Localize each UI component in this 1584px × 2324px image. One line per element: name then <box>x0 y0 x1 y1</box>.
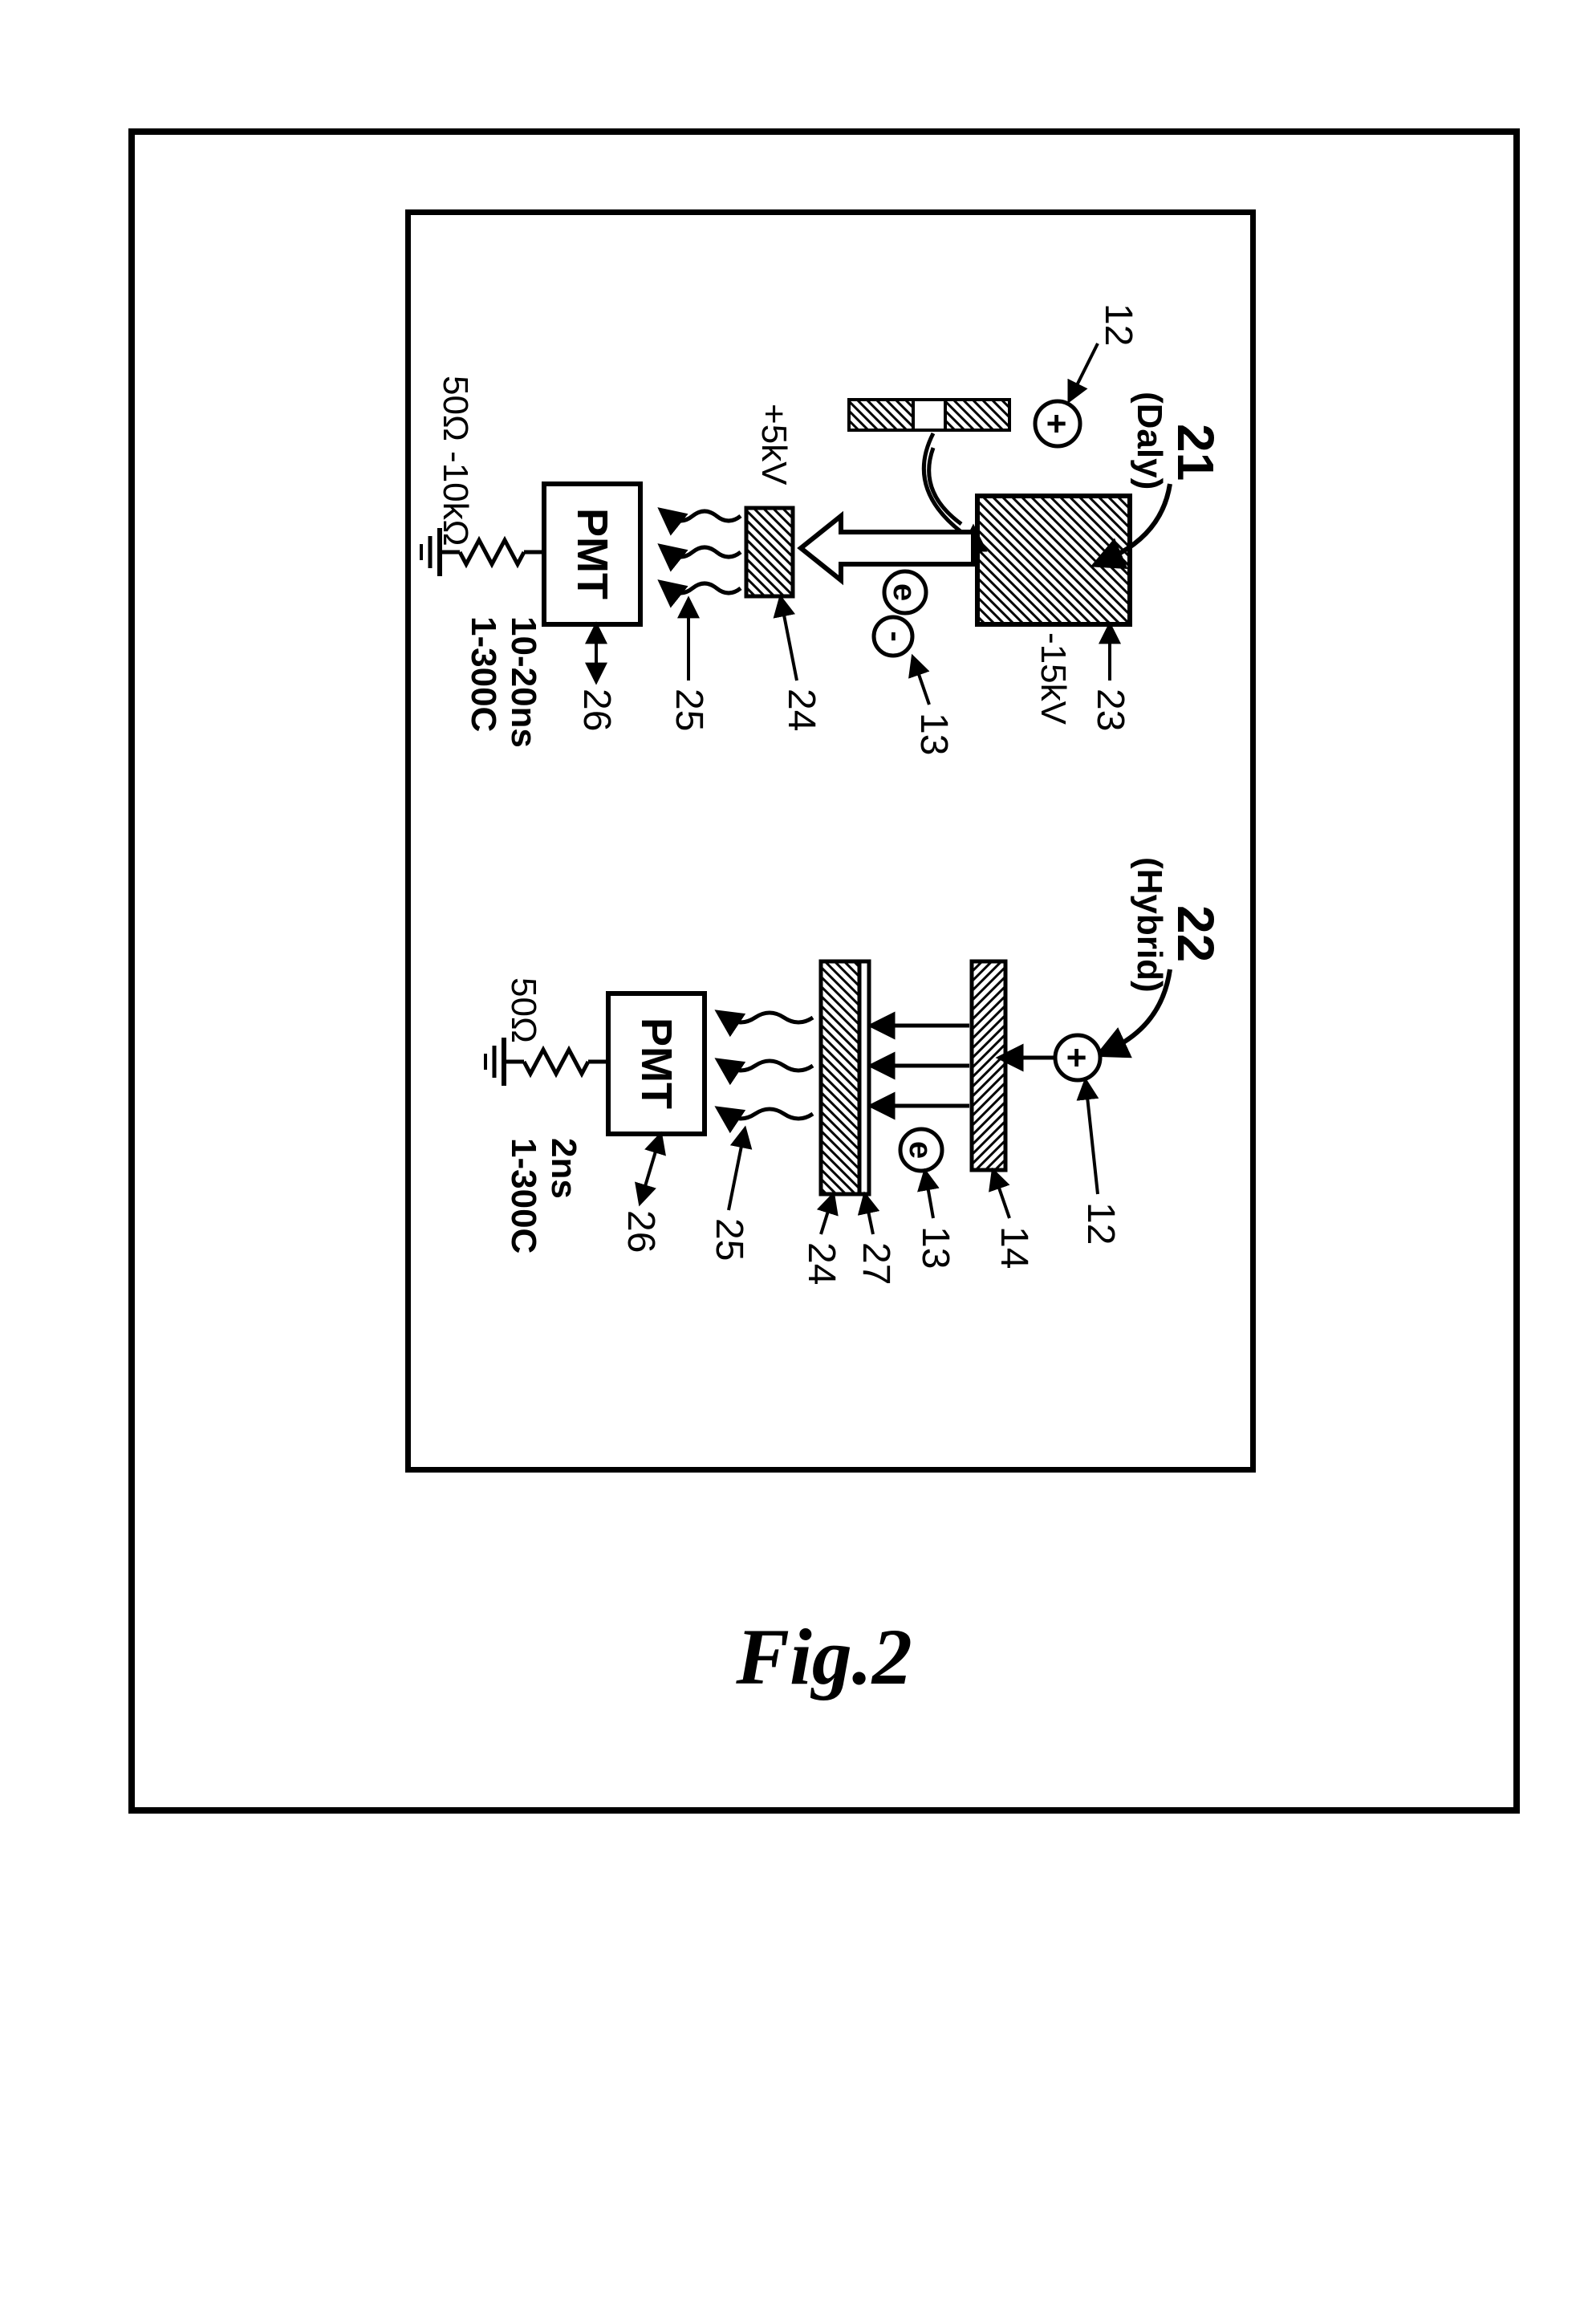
hybrid-spec1: 2ns <box>544 1138 583 1199</box>
daly-resistor-label: 50Ω -10kΩ <box>436 376 475 546</box>
daly-ion-leader <box>1070 343 1098 400</box>
figure-caption: Fig.2 <box>736 1611 912 1703</box>
hybrid-ion-leader <box>1086 1082 1098 1194</box>
hybrid-mesh-label: 27 <box>855 1242 897 1285</box>
hybrid-title-num: 22 <box>1167 905 1225 962</box>
hybrid-electron-label: 13 <box>914 1226 956 1269</box>
daly-title-sub: (Daly) <box>1130 392 1169 490</box>
hybrid-photons <box>726 1013 813 1119</box>
hybrid-electron-e: e <box>903 1141 938 1159</box>
hybrid-mcp-leader <box>993 1172 1009 1218</box>
daly-ion-path-inner <box>929 448 961 524</box>
daly-electron-arrow <box>801 516 973 580</box>
daly-aperture-bot <box>849 400 913 430</box>
daly-photon-label: 25 <box>668 689 710 731</box>
daly-dynode <box>977 496 1130 624</box>
daly-group: 21 (Daly) + 12 <box>421 303 1225 755</box>
hybrid-title-sub: (Hybrid) <box>1130 857 1169 993</box>
daly-photons <box>668 511 741 593</box>
diagram-svg: 21 (Daly) + 12 <box>400 215 1250 1478</box>
hybrid-scint-leader <box>821 1196 833 1234</box>
daly-scint-label: 24 <box>780 689 822 731</box>
daly-scint-voltage: +5kV <box>754 404 794 486</box>
hybrid-resistor-label: 50Ω <box>504 977 543 1043</box>
hybrid-electron-leader <box>925 1172 933 1218</box>
hybrid-spec2: 1-300C <box>504 1138 543 1253</box>
daly-ion-plus: + <box>1037 413 1076 434</box>
hybrid-pmt-label: 26 <box>619 1210 662 1253</box>
outer-frame: 21 (Daly) + 12 <box>128 128 1520 1814</box>
daly-pmt-label: 26 <box>575 689 618 731</box>
daly-dynode-voltage: -15kV <box>1034 632 1073 725</box>
hybrid-mesh-leader <box>865 1196 873 1234</box>
daly-pmt-text: PMT <box>568 508 616 599</box>
hybrid-pmt-text: PMT <box>632 1018 680 1109</box>
hybrid-electron-arrows <box>881 1026 969 1106</box>
daly-aperture-top <box>945 400 1009 430</box>
daly-dynode-label: 23 <box>1089 689 1131 731</box>
hybrid-group: 22 (Hybrid) + 12 14 <box>485 857 1225 1285</box>
daly-scint <box>746 508 793 596</box>
hybrid-ion-plus: + <box>1057 1047 1096 1068</box>
hybrid-mcp <box>972 961 1005 1170</box>
daly-title-num: 21 <box>1167 424 1225 481</box>
daly-electron-leader <box>913 658 929 705</box>
daly-electron-minus: - <box>878 631 913 641</box>
daly-electron-e: e <box>887 583 922 601</box>
hybrid-ion-label: 12 <box>1079 1202 1122 1245</box>
hybrid-resistor <box>524 1050 588 1074</box>
hybrid-photon-label: 25 <box>708 1218 750 1261</box>
daly-scint-leader <box>781 599 797 681</box>
hybrid-photon-leader <box>729 1130 745 1210</box>
hybrid-mcp-label: 14 <box>993 1226 1035 1269</box>
hybrid-scint <box>821 961 859 1194</box>
daly-spec2: 1-300C <box>464 616 503 732</box>
diagram-frame: 21 (Daly) + 12 <box>405 209 1256 1473</box>
daly-spec1: 10-20ns <box>504 616 543 748</box>
hybrid-pmt-leader <box>640 1136 660 1202</box>
daly-ion-label: 12 <box>1097 303 1139 346</box>
hybrid-scint-label: 24 <box>800 1242 843 1285</box>
daly-electron-label: 13 <box>912 713 955 755</box>
